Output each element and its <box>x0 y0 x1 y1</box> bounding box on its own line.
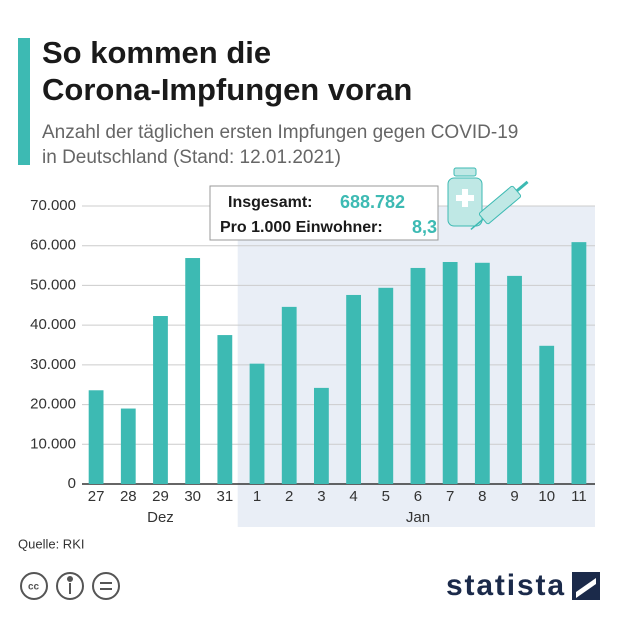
y-tick-label: 20.000 <box>30 396 76 413</box>
license-icons <box>20 572 120 600</box>
bar <box>153 316 168 484</box>
bar <box>249 363 265 484</box>
x-tick-label: 8 <box>478 488 486 505</box>
y-tick-label: 60.000 <box>30 237 76 254</box>
x-tick-label: 4 <box>349 488 357 505</box>
annotation-value: 8,3 <box>412 217 437 237</box>
x-tick-label: 27 <box>88 488 105 505</box>
bar <box>571 242 587 484</box>
annotation-label: Insgesamt: <box>228 194 312 211</box>
bar <box>346 294 361 484</box>
bar <box>474 262 490 484</box>
bar <box>442 261 458 484</box>
annotation-label: Pro 1.000 Einwohner: <box>220 219 383 236</box>
x-tick-label: 7 <box>446 488 454 505</box>
y-tick-label: 0 <box>68 475 76 492</box>
bar <box>378 287 394 484</box>
x-tick-label: 5 <box>382 488 390 505</box>
chart-title: So kommen die <box>42 35 271 70</box>
x-tick-label: 2 <box>285 488 293 505</box>
bar <box>539 345 555 484</box>
x-tick-label: 1 <box>253 488 261 505</box>
x-tick-label: 3 <box>317 488 325 505</box>
title-accent <box>18 38 30 165</box>
y-tick-label: 70.000 <box>30 197 76 214</box>
bar <box>314 387 329 484</box>
y-tick-label: 30.000 <box>30 356 76 373</box>
month-label: Dez <box>147 509 174 526</box>
bar <box>281 306 297 484</box>
x-tick-label: 11 <box>571 488 587 505</box>
cc-icon-text: cc <box>28 582 40 593</box>
y-tick-label: 40.000 <box>30 316 76 333</box>
vaccine-icon <box>447 167 529 231</box>
x-tick-label: 28 <box>120 488 137 505</box>
bar <box>88 390 104 484</box>
plot: 0 10.000 20.000 30.000 40.000 50.000 60.000 70.… <box>30 197 595 526</box>
annotation-box <box>209 185 439 241</box>
x-tick-label: 31 <box>217 488 234 505</box>
x-tick-label: 6 <box>414 488 422 505</box>
bar <box>120 408 136 484</box>
annotation-value: 688.782 <box>340 192 405 212</box>
x-tick-label: 10 <box>538 488 555 505</box>
y-tick-label: 10.000 <box>30 435 76 452</box>
bar <box>217 335 233 484</box>
x-tick-label: 29 <box>152 488 169 505</box>
x-tick-label: 9 <box>510 488 518 505</box>
brand-logo <box>572 572 600 600</box>
y-tick-label: 50.000 <box>30 276 76 293</box>
month-label: Jan <box>406 509 430 526</box>
source: Quelle: RKI <box>18 536 84 551</box>
chart-subtitle: in Deutschland (Stand: 12.01.2021) <box>42 147 341 168</box>
chart-subtitle: Anzahl der täglichen ersten Impfungen ge… <box>42 122 518 143</box>
x-tick-label: 30 <box>184 488 201 505</box>
bar <box>410 267 426 484</box>
bar <box>507 275 522 484</box>
bar <box>185 258 201 484</box>
chart-title: Corona-Impfungen voran <box>42 72 412 107</box>
